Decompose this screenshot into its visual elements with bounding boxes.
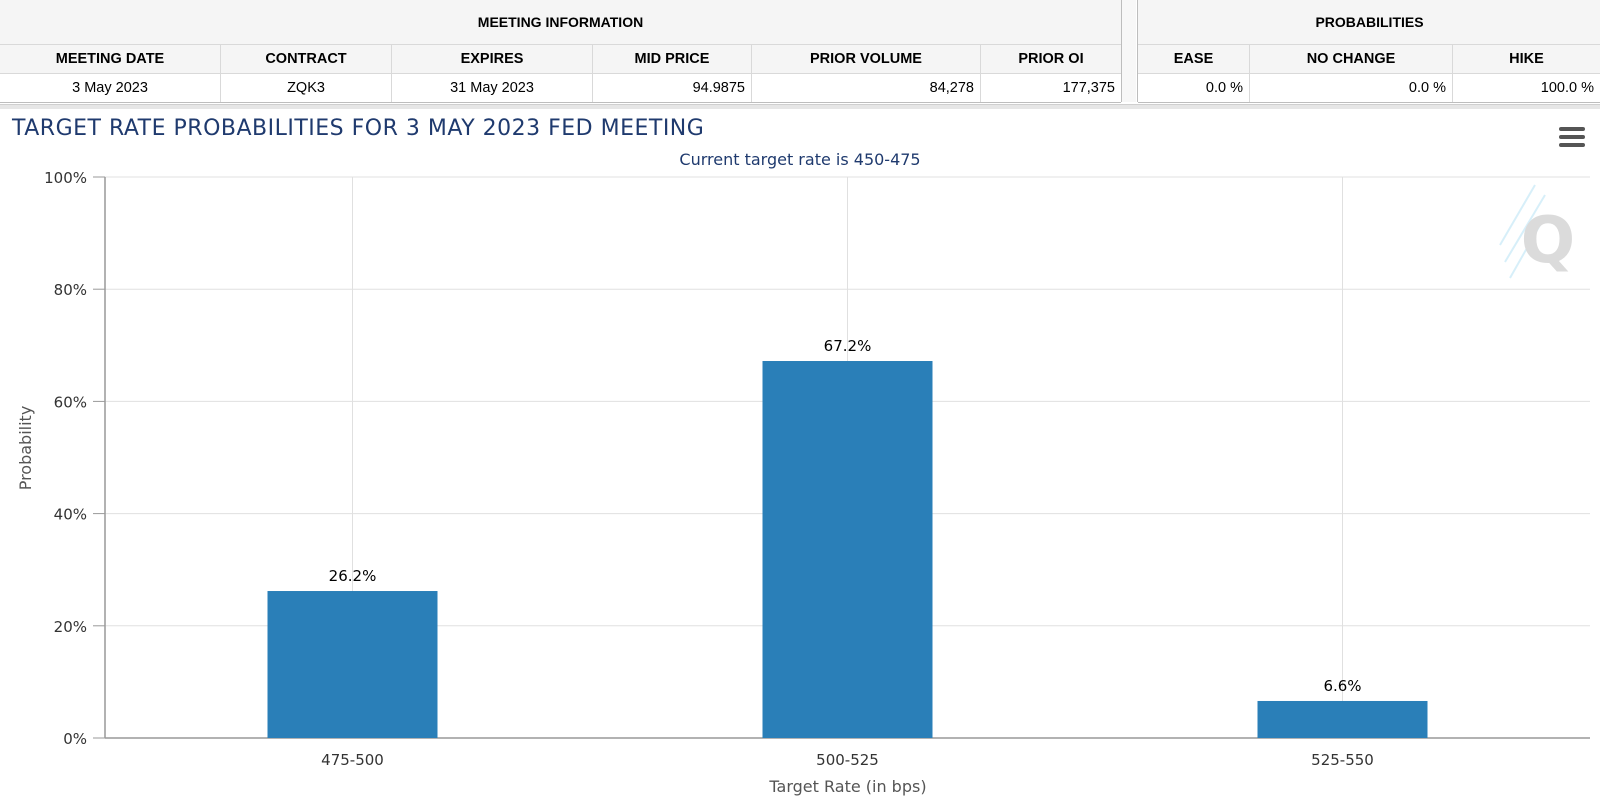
table-gap — [1122, 0, 1136, 102]
y-tick-label: 20% — [54, 618, 87, 636]
header-no-change: NO CHANGE — [1250, 45, 1453, 73]
header-hike: HIKE — [1509, 51, 1544, 67]
header-prior-volume: PRIOR VOLUME — [752, 45, 981, 73]
header-expires: EXPIRES — [392, 45, 593, 73]
y-tick-label: 0% — [63, 730, 87, 748]
bar-data-label: 6.6% — [1323, 677, 1361, 695]
meeting-information-title: MEETING INFORMATION — [0, 0, 1121, 45]
meeting-information-data-row: 3 May 2023 ZQK3 31 May 2023 94.9875 84,2… — [0, 74, 1121, 103]
cell-mid-price: 94.9875 — [593, 74, 752, 102]
x-tick-label: 500-525 — [816, 751, 879, 769]
chart-subtitle: Current target rate is 450-475 — [679, 150, 920, 169]
q-logo-watermark: Q — [1499, 184, 1575, 279]
cell-hike: 100.0 % — [1540, 80, 1594, 96]
header-meeting-date: MEETING DATE — [0, 45, 221, 73]
x-tick-label: 475-500 — [321, 751, 384, 769]
bar-chart: Current target rate is 450-475 0% 20% 40% 6… — [16, 150, 1590, 796]
bars: 26.2% 67.2% 6.6% — [267, 337, 1428, 738]
meeting-information-table: MEETING INFORMATION MEETING DATE CONTRAC… — [0, 0, 1122, 103]
hamburger-menu-icon[interactable] — [1559, 127, 1585, 147]
probabilities-header-row: EASE NO CHANGE HIKE — [1138, 45, 1600, 74]
probabilities-table: PROBABILITIES EASE NO CHANGE HIKE 0.0 % … — [1137, 0, 1600, 103]
y-tick-label: 80% — [54, 281, 87, 299]
bar-data-label: 67.2% — [824, 337, 872, 355]
chart-title: TARGET RATE PROBABILITIES FOR 3 MAY 2023… — [12, 116, 705, 141]
header-contract: CONTRACT — [221, 45, 392, 73]
cell-prior-oi: 177,375 — [1062, 80, 1115, 96]
cell-expires: 31 May 2023 — [392, 74, 593, 102]
header-prior-oi: PRIOR OI — [1018, 51, 1084, 67]
y-tick-label: 60% — [54, 393, 87, 411]
x-tick-label: 525-550 — [1311, 751, 1374, 769]
header-mid-price: MID PRICE — [593, 45, 752, 73]
bar-475-500 — [267, 591, 438, 738]
cell-meeting-date: 3 May 2023 — [0, 74, 221, 102]
cell-no-change: 0.0 % — [1250, 74, 1453, 102]
x-axis-label: Target Rate (in bps) — [768, 777, 926, 796]
probabilities-data-row: 0.0 % 0.0 % 100.0 % — [1138, 74, 1600, 103]
svg-text:Q: Q — [1521, 204, 1575, 278]
bar-500-525 — [762, 361, 933, 738]
header-ease: EASE — [1138, 45, 1250, 73]
cell-ease: 0.0 % — [1138, 74, 1250, 102]
bar-525-550 — [1257, 700, 1428, 738]
y-tick-label: 100% — [44, 169, 87, 187]
section-divider — [0, 104, 1600, 109]
cell-contract: ZQK3 — [221, 74, 392, 102]
y-tick-label: 40% — [54, 506, 87, 524]
probabilities-title: PROBABILITIES — [1138, 0, 1600, 45]
meeting-information-header-row: MEETING DATE CONTRACT EXPIRES MID PRICE … — [0, 45, 1121, 74]
cell-prior-volume: 84,278 — [752, 74, 981, 102]
y-axis-label: Probability — [16, 406, 35, 491]
bar-data-label: 26.2% — [329, 567, 377, 585]
